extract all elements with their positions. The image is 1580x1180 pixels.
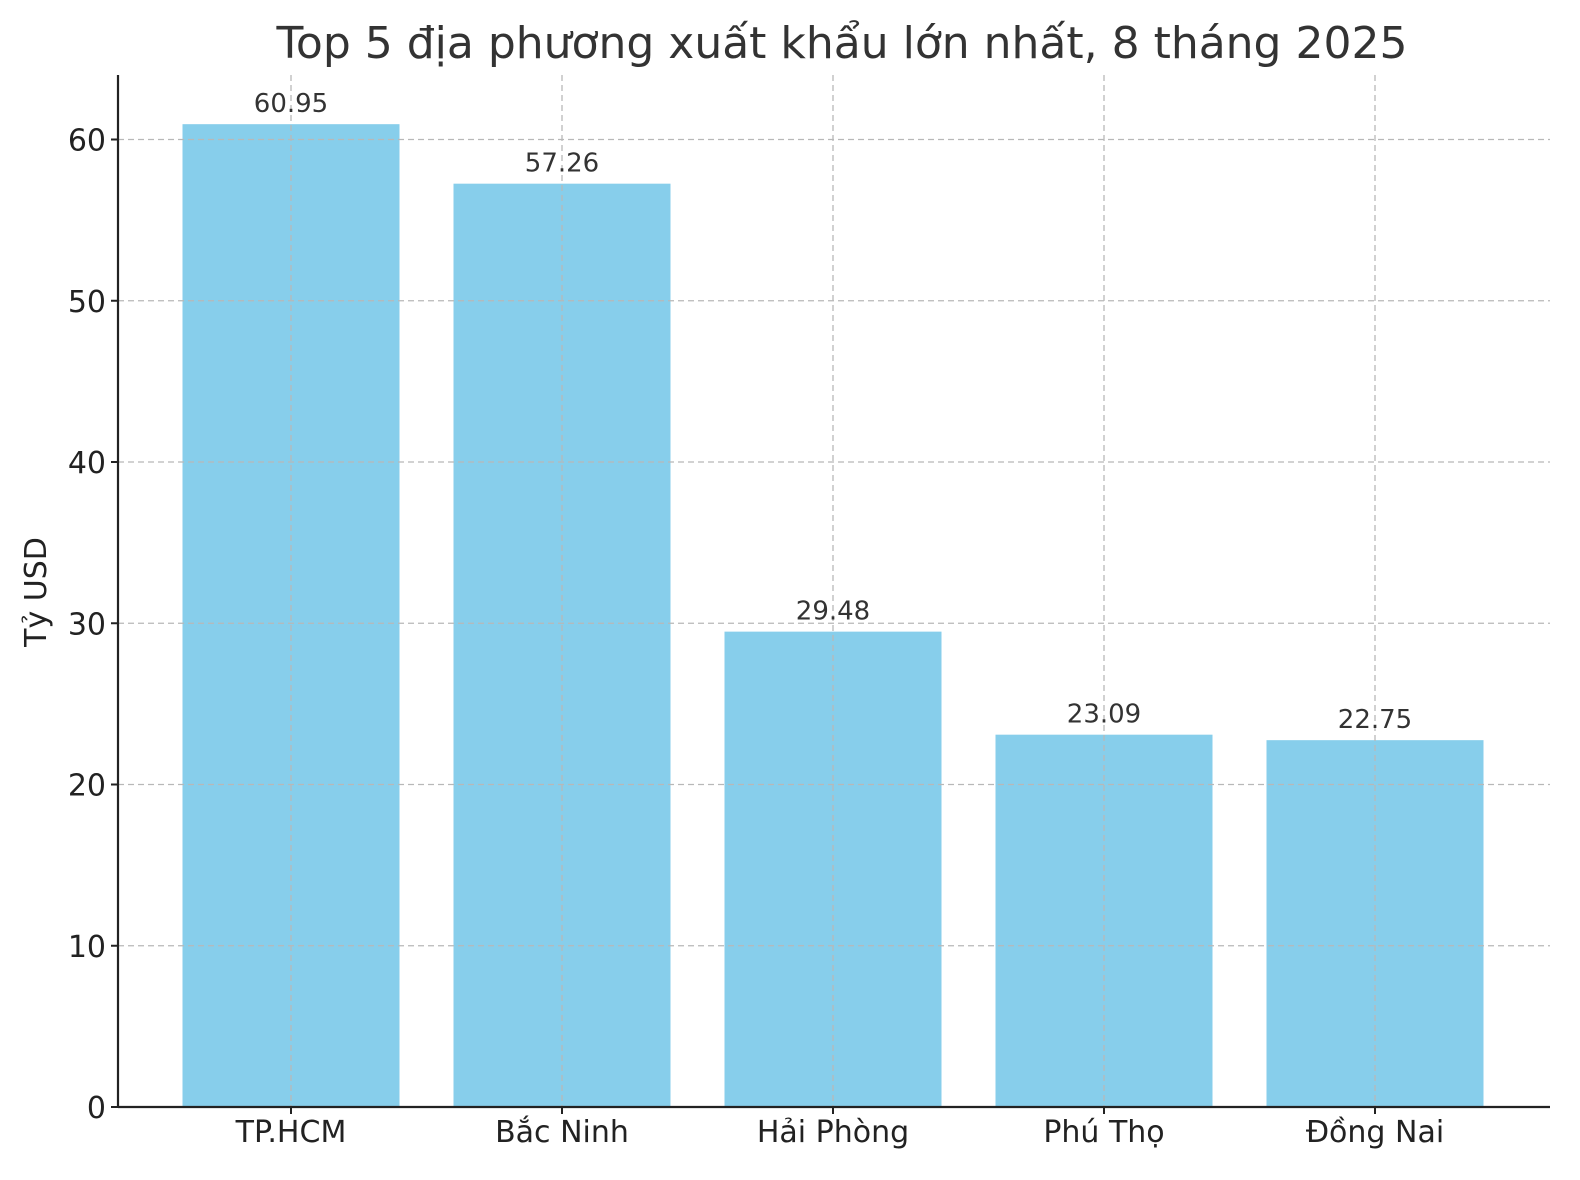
bar-value-label-1: 60.95: [254, 89, 328, 119]
y-tick-label-1: 10: [68, 930, 106, 965]
y-tick-label-3: 30: [68, 607, 106, 642]
y-tick-label-5: 50: [68, 285, 106, 320]
bar-value-label-2: 57.26: [525, 149, 599, 179]
y-tick-label-0: 0: [87, 1091, 106, 1126]
bar-value-label-4: 23.09: [1067, 700, 1141, 730]
tick-labels: 0 10 20 30 40 50 60 TP.HCM Bắc Ninh Hải Phòng Phú …: [68, 124, 1444, 1151]
chart-title: Top 5 địa phương xuất khẩu lớn nhất, 8 t…: [276, 18, 1408, 69]
bar-value-labels: 60.95 57.26 29.48 23.09 22.75: [254, 89, 1412, 735]
grid-lines: [118, 75, 1550, 1107]
bar-value-label-3: 29.48: [796, 597, 870, 627]
x-tick-label-3: Phú Thọ: [1043, 1115, 1164, 1150]
x-tick-label-1: Bắc Ninh: [495, 1115, 629, 1150]
y-tick-label-6: 60: [68, 124, 106, 159]
x-tick-label-2: Hải Phòng: [757, 1115, 909, 1150]
x-tick-label-0: TP.HCM: [235, 1115, 347, 1150]
y-tick-label-2: 20: [68, 769, 106, 804]
y-axis-label: Tỷ USD: [19, 537, 54, 648]
y-tick-label-4: 40: [68, 446, 106, 481]
x-tick-label-4: Đồng Nai: [1306, 1115, 1444, 1150]
bar-value-label-5: 22.75: [1338, 705, 1412, 735]
